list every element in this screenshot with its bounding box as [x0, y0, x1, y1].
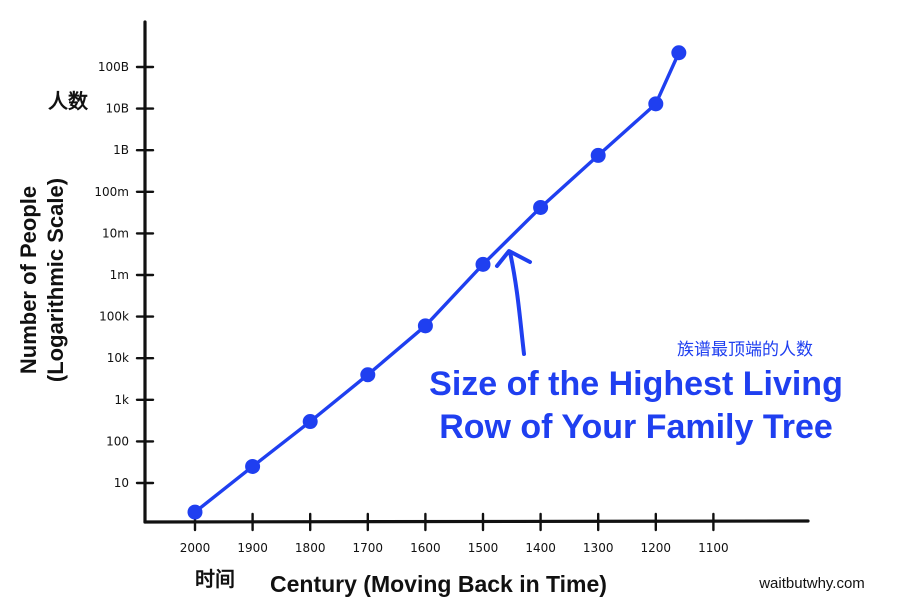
data-point [245, 458, 261, 474]
y-axis-label-cn: 人数 [48, 89, 89, 113]
y-tick-label: 100m [94, 185, 129, 199]
x-tick-label: 1400 [525, 541, 556, 555]
annotation-line1: Size of the Highest Living [429, 365, 843, 403]
y-axis-label-line2: (Logarithmic Scale) [43, 178, 68, 382]
x-axis-label-cn: 时间 [195, 567, 235, 591]
watermark: waitbutwhy.com [758, 575, 865, 592]
y-tick-label: 10 [114, 476, 129, 490]
x-tick-label: 1500 [468, 541, 499, 555]
annotation-cn: 族谱最顶端的人数 [677, 340, 813, 360]
y-tick-label: 100 [106, 434, 129, 448]
y-tick-label: 100k [99, 310, 129, 324]
x-axis [143, 519, 810, 524]
annotation-arrow [495, 249, 532, 356]
x-tick-label: 1200 [641, 541, 672, 555]
x-axis-ticks: 2000 1900 1800 1700 1600 1500 1400 1300 1200 1100 [180, 512, 729, 555]
x-axis-label: Century (Moving Back in Time) [270, 571, 607, 597]
y-axis-label-line1: Number of People [16, 186, 41, 374]
x-tick-label: 1700 [353, 541, 384, 555]
annotation-line2: Row of Your Family Tree [439, 408, 833, 446]
y-tick-label: 1k [114, 393, 129, 407]
x-tick-label: 1600 [410, 541, 441, 555]
data-point [648, 96, 664, 112]
data-point [360, 367, 376, 383]
data-point [302, 414, 318, 430]
data-point [533, 199, 549, 215]
y-tick-label: 100B [98, 60, 129, 74]
y-axis-ticks: 10 100 1k 10k 100k 1m 10m 100m 1B 10B 100B [94, 60, 155, 490]
y-tick-label: 1m [110, 268, 129, 282]
data-point [671, 45, 687, 61]
x-tick-label: 1900 [237, 541, 268, 555]
series-line [193, 51, 681, 514]
x-tick-label: 1800 [295, 541, 326, 555]
y-tick-label: 10k [107, 351, 129, 365]
y-tick-label: 10m [102, 226, 129, 240]
x-tick-label: 2000 [180, 541, 211, 555]
y-tick-label: 10B [105, 102, 129, 116]
series-layer [187, 45, 687, 520]
data-point [187, 504, 203, 520]
y-tick-label: 1B [113, 143, 129, 157]
data-point [417, 318, 433, 334]
data-point [475, 256, 491, 272]
x-tick-label: 1300 [583, 541, 614, 555]
data-point [590, 147, 606, 163]
x-tick-label: 1100 [698, 541, 729, 555]
